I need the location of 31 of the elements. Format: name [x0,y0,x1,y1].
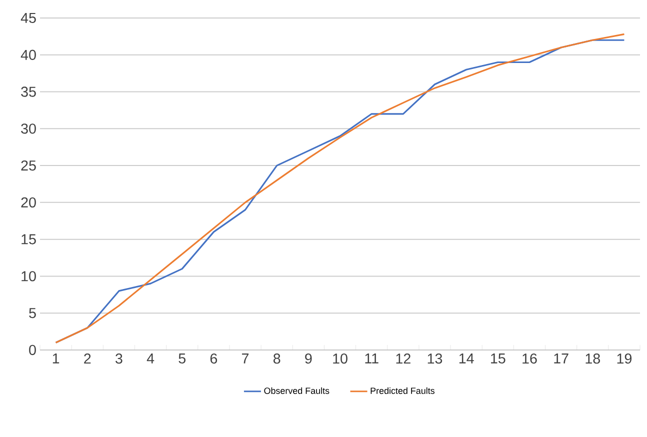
y-tick-label: 40 [20,50,36,60]
x-tick-label: 18 [586,354,600,364]
x-tick-label: 2 [84,354,91,364]
x-tick-label: 17 [554,354,568,364]
x-tick-label: 10 [333,354,348,364]
legend-label: Observed Faults [264,387,330,394]
x-tick-label: 9 [305,354,312,364]
x-tick-label: 5 [178,354,186,364]
x-tick-label: 8 [273,354,280,364]
x-tick-label: 11 [365,354,378,364]
y-tick-label: 20 [21,197,36,208]
x-tick-label: 14 [459,354,474,364]
legend-label: Predicted Faults [370,387,435,394]
x-tick-label: 12 [396,354,410,364]
y-tick-label: 10 [22,271,36,282]
y-tick-label: 30 [21,124,36,134]
x-tick-label: 4 [146,354,154,364]
x-tick-label: 1 [52,354,60,364]
x-tick-label: 7 [242,354,249,364]
x-tick-label: 19 [617,354,632,364]
y-tick-label: 0 [29,344,36,356]
x-tick-label: 13 [428,354,442,364]
y-tick-label: 5 [29,308,36,318]
y-tick-label: 15 [22,234,36,244]
y-tick-label: 25 [21,160,36,171]
y-tick-label: 35 [21,86,36,97]
x-tick-label: 3 [116,354,122,364]
x-tick-label: 6 [210,354,218,364]
x-tick-label: 15 [491,354,506,364]
x-tick-label: 16 [522,354,537,364]
y-tick-label: 45 [20,12,36,23]
